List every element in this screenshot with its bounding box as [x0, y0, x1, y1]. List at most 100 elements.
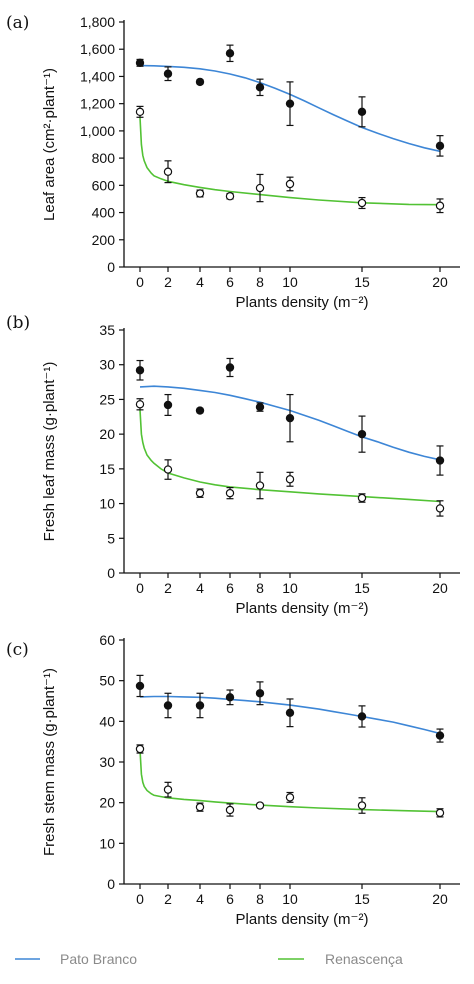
x-tick-label: 6 [226, 274, 234, 290]
data-point [135, 58, 145, 68]
y-tick-label: 0 [107, 259, 115, 275]
data-point [195, 189, 205, 198]
x-tick-label: 0 [136, 580, 144, 596]
series-pato-branco [135, 44, 445, 157]
x-axis-title: Plants density (m⁻²) [236, 294, 369, 311]
y-tick-label: 35 [99, 322, 115, 338]
data-point [163, 69, 173, 78]
data-point [435, 456, 445, 465]
x-tick-label: 20 [432, 274, 448, 290]
data-point [357, 107, 367, 117]
y-tick-label: 60 [99, 632, 115, 648]
x-tick-label: 4 [196, 580, 204, 596]
data-point [135, 366, 145, 375]
panel-letter: (b) [6, 313, 30, 333]
series-renascenca [135, 398, 445, 517]
y-tick-label: 1,400 [80, 68, 115, 84]
data-point [225, 488, 235, 498]
x-tick-label: 15 [354, 580, 370, 596]
data-point [357, 493, 367, 503]
x-tick-label: 10 [282, 274, 298, 290]
data-point [195, 406, 205, 415]
y-tick-label: 1,200 [80, 96, 115, 112]
x-tick-label: 2 [164, 891, 172, 907]
data-point [255, 183, 265, 193]
data-point [225, 805, 235, 815]
data-point [195, 701, 205, 710]
y-tick-label: 30 [99, 357, 115, 373]
data-point [135, 107, 145, 117]
x-tick-label: 8 [256, 274, 264, 290]
data-point [435, 504, 445, 513]
data-point [225, 49, 235, 58]
data-point [357, 801, 367, 810]
data-point [435, 141, 445, 151]
data-point [285, 413, 295, 423]
panel-letter: (a) [6, 13, 29, 33]
x-tick-label: 4 [196, 274, 204, 290]
x-tick-label: 10 [282, 891, 298, 907]
y-tick-label: 1,800 [80, 14, 115, 30]
data-point [255, 402, 265, 412]
data-point [163, 785, 173, 794]
data-point [135, 744, 145, 754]
x-tick-label: 6 [226, 580, 234, 596]
data-point [163, 701, 173, 710]
y-tick-label: 1,600 [80, 41, 115, 57]
data-point [357, 429, 367, 439]
y-tick-label: 25 [99, 391, 115, 407]
fit-line [139, 117, 441, 206]
data-point [255, 689, 265, 698]
y-tick-label: 400 [92, 205, 116, 221]
fit-line [139, 409, 441, 503]
data-point [195, 77, 205, 87]
x-tick-label: 0 [136, 274, 144, 290]
y-tick-label: 10 [99, 835, 115, 851]
data-point [163, 465, 173, 474]
data-point [195, 488, 205, 498]
y-tick-label: 800 [92, 150, 116, 166]
data-point [285, 99, 295, 108]
x-tick-label: 6 [226, 891, 234, 907]
y-tick-label: 30 [99, 754, 115, 770]
fit-line [139, 749, 441, 813]
legend-label-renascenca: Renascença [325, 951, 403, 967]
y-tick-label: 200 [92, 232, 116, 248]
data-point [255, 481, 265, 490]
x-axis-title: Plants density (m⁻²) [236, 600, 369, 617]
y-tick-label: 0 [107, 565, 115, 581]
panel-2: (b) 0 5 10 15 20 25 30 35 0 2 4 6 8 10 15 20 Plants densi… [6, 313, 460, 617]
x-tick-label: 8 [256, 580, 264, 596]
series-renascenca [135, 744, 445, 818]
data-point [195, 802, 205, 812]
legend: Pato Branco Renascença [15, 951, 403, 967]
data-point [285, 179, 295, 189]
data-point [225, 693, 235, 702]
data-point [285, 475, 295, 484]
series-pato-branco [135, 674, 445, 743]
x-tick-label: 0 [136, 891, 144, 907]
x-tick-label: 10 [282, 580, 298, 596]
y-tick-label: 20 [99, 795, 115, 811]
y-tick-label: 15 [99, 461, 115, 477]
data-point [163, 167, 173, 176]
panel-letter: (c) [6, 640, 29, 660]
series-renascenca [135, 105, 445, 214]
legend-label-pato-branco: Pato Branco [60, 951, 137, 967]
series-pato-branco [135, 357, 445, 476]
x-axis-title: Plants density (m⁻²) [236, 911, 369, 928]
data-point [225, 192, 235, 201]
y-axis-title: Leaf area (cm²·plant⁻¹) [41, 68, 58, 221]
y-tick-label: 0 [107, 876, 115, 892]
x-tick-label: 15 [354, 891, 370, 907]
panel-3: (c) 0 10 20 30 40 50 60 0 2 4 6 8 10 15 20 Plants densit… [6, 632, 460, 928]
x-tick-label: 8 [256, 891, 264, 907]
data-point [285, 793, 295, 802]
data-point [255, 83, 265, 92]
data-point [255, 801, 265, 810]
y-tick-label: 1,000 [80, 123, 115, 139]
data-point [135, 681, 145, 691]
x-tick-label: 20 [432, 891, 448, 907]
data-point [163, 400, 173, 410]
